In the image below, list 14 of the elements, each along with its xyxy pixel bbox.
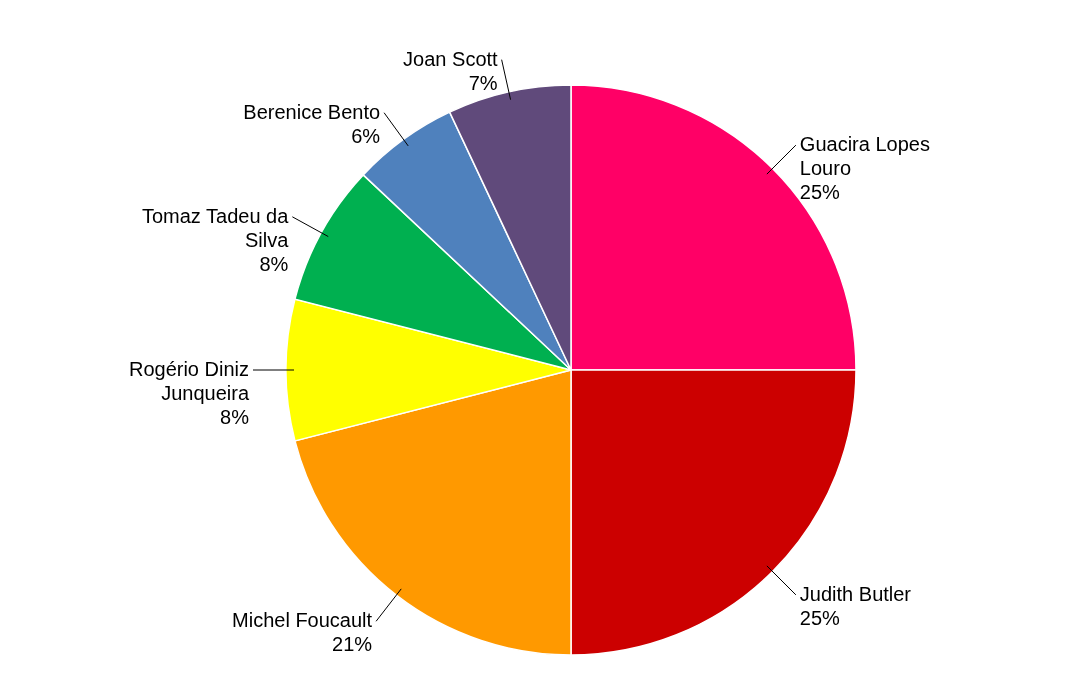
data-label: 21% (332, 633, 373, 656)
data-label: 25% (799, 606, 841, 629)
slice-label: Berenice Bento (243, 100, 381, 123)
data-label: 8% (220, 406, 250, 428)
slice-label: Rogério Diniz Junqueira (128, 358, 250, 404)
data-label: 6% (351, 124, 381, 147)
data-label: 25% (799, 181, 841, 204)
slice-label: Guacira Lopes Louro (799, 133, 930, 180)
slice-label: Michel Foucault (232, 609, 373, 632)
slice-label: Tomaz Tadeu da Silva (141, 204, 290, 251)
data-label: 8% (259, 252, 289, 275)
slice-label: Joan Scott (403, 47, 499, 70)
data-label: 7% (468, 71, 498, 94)
slice-label: Judith Butler (799, 582, 912, 605)
